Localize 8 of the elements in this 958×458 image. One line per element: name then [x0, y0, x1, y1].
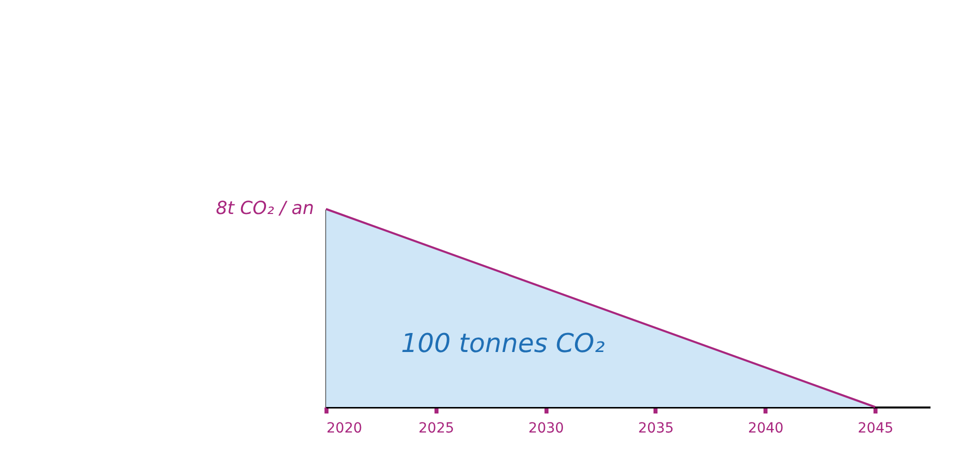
x-tick-label: 2025 — [418, 420, 454, 436]
x-tick-label: 2020 — [326, 420, 362, 436]
annotation: 100 tonnes CO₂ — [401, 329, 605, 359]
x-tick-label: 2040 — [748, 420, 784, 436]
x-tick-label: 2045 — [858, 420, 894, 436]
annotation: 8t CO₂ / an — [216, 198, 314, 219]
x-tick-label: 2035 — [638, 420, 674, 436]
x-tick-label: 2030 — [528, 420, 564, 436]
